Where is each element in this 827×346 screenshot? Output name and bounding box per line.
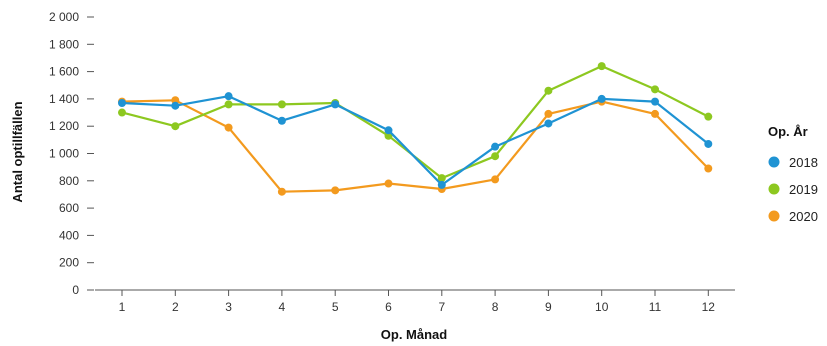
y-tick-label: 1 000 bbox=[49, 147, 79, 161]
x-tick-label: 10 bbox=[595, 300, 609, 314]
data-point-2019 bbox=[277, 100, 286, 109]
legend-label-2020: 2020 bbox=[789, 209, 818, 224]
plot-series bbox=[118, 62, 713, 196]
data-point-2020 bbox=[544, 109, 553, 118]
y-tick-label: 1 400 bbox=[49, 92, 79, 106]
legend-marker-2018 bbox=[768, 156, 780, 168]
data-point-2020 bbox=[704, 164, 713, 173]
legend-label-2018: 2018 bbox=[789, 155, 818, 170]
x-tick-label: 8 bbox=[492, 300, 499, 314]
y-tick-label: 1 600 bbox=[49, 65, 79, 79]
x-axis-title: Op. Månad bbox=[381, 327, 448, 342]
series-line-2020 bbox=[121, 99, 710, 193]
data-point-2019 bbox=[704, 112, 713, 121]
y-axis: 0 200 400 600 800 1 000 1 200 1 400 1 600 1 800 2 … bbox=[49, 10, 94, 297]
legend: Op. År 2018 2019 2020 bbox=[768, 124, 818, 224]
x-tick-label: 11 bbox=[649, 300, 662, 314]
series-2018 bbox=[118, 92, 713, 189]
series-2019 bbox=[118, 62, 713, 183]
legend-title: Op. År bbox=[768, 124, 808, 139]
data-point-2019 bbox=[491, 152, 500, 161]
x-tick-label: 12 bbox=[702, 300, 716, 314]
x-tick-label: 5 bbox=[332, 300, 339, 314]
data-point-2019 bbox=[224, 100, 233, 109]
data-point-2019 bbox=[118, 108, 126, 117]
x-tick-label: 7 bbox=[438, 300, 445, 314]
data-point-2018 bbox=[704, 139, 713, 148]
x-tick-label: 1 bbox=[119, 300, 126, 314]
data-point-2020 bbox=[384, 179, 393, 188]
y-tick-label: 400 bbox=[59, 228, 79, 242]
y-tick-label: 1 800 bbox=[49, 37, 79, 51]
data-point-2019 bbox=[651, 85, 659, 94]
x-tick-label: 6 bbox=[385, 300, 392, 314]
y-tick-label: 1 200 bbox=[49, 119, 79, 133]
y-axis-title: Antal optillfällen bbox=[10, 101, 25, 202]
y-tick-label: 200 bbox=[59, 256, 79, 270]
data-point-2018 bbox=[491, 142, 500, 151]
x-tick-label: 4 bbox=[279, 300, 286, 314]
y-tick-label: 600 bbox=[59, 201, 79, 215]
data-point-2018 bbox=[651, 97, 659, 106]
x-axis: 1 2 3 4 5 6 7 8 9 10 11 12 bbox=[95, 289, 735, 314]
data-point-2018 bbox=[437, 180, 446, 189]
data-point-2018 bbox=[171, 101, 180, 110]
y-tick-label: 800 bbox=[59, 174, 79, 188]
legend-label-2019: 2019 bbox=[789, 182, 818, 197]
data-point-2020 bbox=[651, 109, 659, 118]
data-point-2018 bbox=[597, 94, 606, 103]
data-point-2020 bbox=[224, 123, 233, 132]
data-point-2020 bbox=[277, 187, 286, 196]
data-point-2018 bbox=[224, 92, 233, 101]
y-tick-label: 0 bbox=[72, 283, 79, 297]
data-point-2018 bbox=[331, 100, 340, 109]
data-point-2020 bbox=[491, 175, 500, 184]
data-point-2018 bbox=[384, 126, 393, 135]
legend-marker-2019 bbox=[768, 183, 780, 195]
y-tick-label: 2 000 bbox=[49, 10, 79, 24]
data-point-2019 bbox=[544, 86, 553, 95]
data-point-2020 bbox=[331, 186, 340, 195]
data-point-2019 bbox=[597, 62, 606, 71]
x-tick-label: 9 bbox=[545, 300, 552, 314]
data-point-2019 bbox=[437, 174, 446, 183]
legend-marker-2020 bbox=[768, 210, 780, 222]
data-point-2018 bbox=[544, 119, 553, 128]
data-point-2018 bbox=[118, 98, 126, 107]
x-tick-label: 2 bbox=[172, 300, 179, 314]
x-tick-label: 3 bbox=[225, 300, 232, 314]
series-line-2018 bbox=[121, 95, 709, 186]
series-2020 bbox=[118, 96, 713, 196]
series-line-2019 bbox=[121, 64, 709, 180]
data-point-2019 bbox=[171, 122, 180, 131]
data-point-2018 bbox=[277, 116, 286, 125]
